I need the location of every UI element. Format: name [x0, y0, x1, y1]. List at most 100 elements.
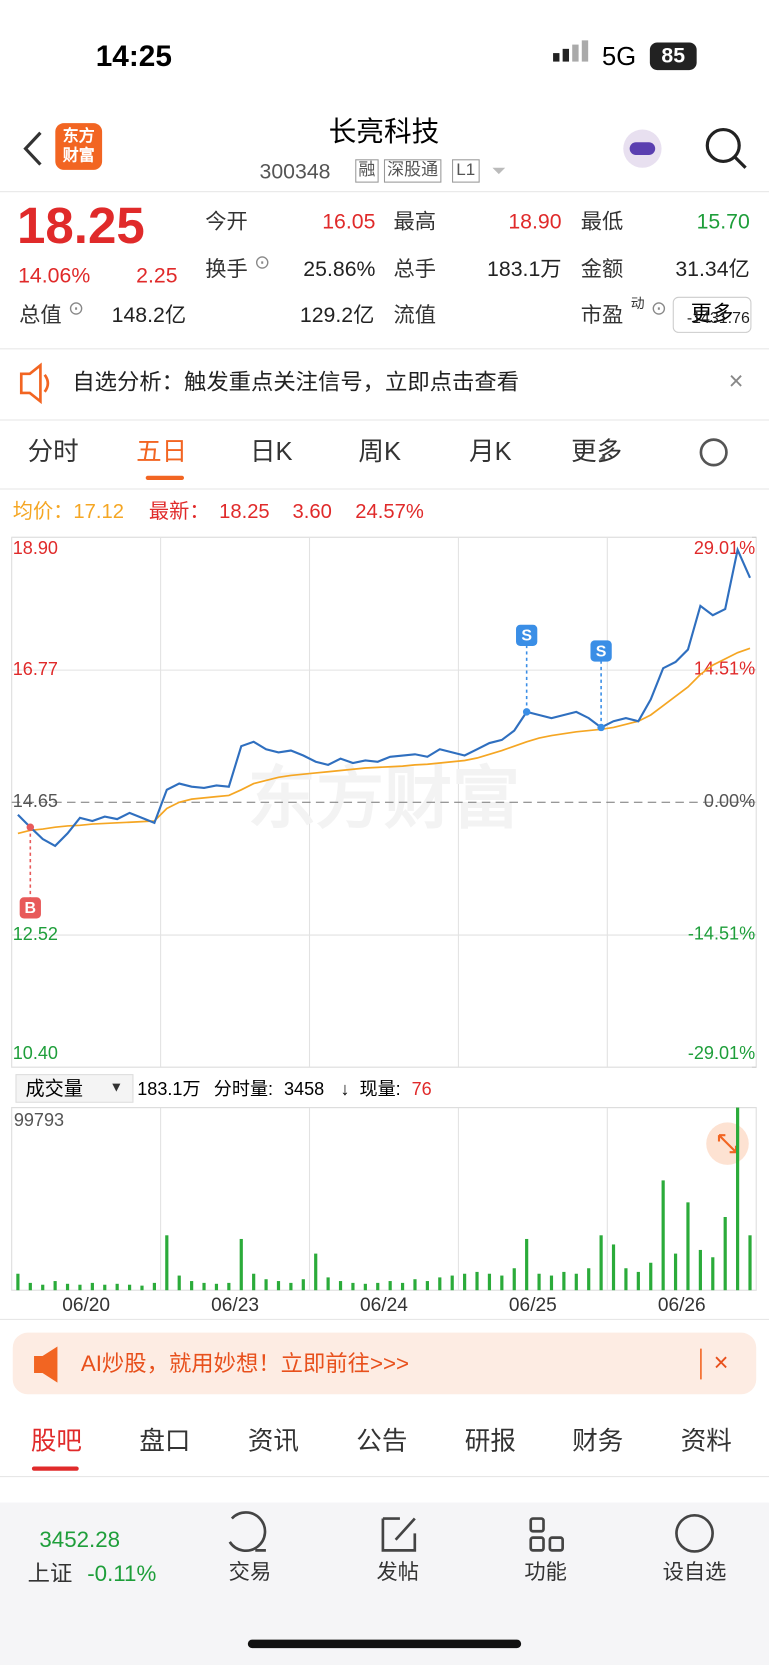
volume-bar: [376, 1282, 380, 1291]
expand-icon: [717, 1134, 738, 1154]
info-icon: ⊙: [254, 251, 271, 273]
volume-bar: [214, 1283, 219, 1291]
volume-bar: [636, 1271, 640, 1291]
field-label: 总手: [393, 258, 437, 282]
time: 14:25: [95, 39, 172, 73]
volume-bar: [512, 1268, 516, 1291]
section-tab[interactable]: 盘口: [139, 1427, 191, 1456]
search-icon: [733, 156, 747, 169]
badge: 深股通: [383, 159, 442, 183]
volume-bar: [686, 1202, 690, 1291]
tab[interactable]: 日K: [249, 437, 293, 467]
field-value: 31.34亿: [675, 258, 750, 282]
dropdown-icon: ▼: [109, 1078, 124, 1095]
section-tab[interactable]: 资讯: [247, 1427, 299, 1456]
notice[interactable]: 自选分析：触发重点关注信号，立即点击查看: [72, 370, 520, 396]
y2-tick-label: 29.01%: [694, 538, 755, 558]
tab[interactable]: 月K: [469, 437, 512, 467]
volume-bar: [698, 1249, 702, 1291]
trade-icon: [228, 1511, 267, 1552]
close-icon[interactable]: ×: [728, 367, 744, 397]
volume-bar: [500, 1275, 504, 1291]
change-pct: 14.06%: [18, 264, 91, 288]
volume-bar: [53, 1281, 57, 1291]
battery-icon: [649, 42, 697, 71]
signal-icon: [581, 40, 589, 62]
bar-volume-label: 分时量:: [213, 1078, 274, 1100]
change: 2.25: [136, 264, 178, 288]
volume-bar: [41, 1284, 45, 1291]
avg-label: 均价：: [12, 501, 74, 524]
watermark: 东方财富: [248, 761, 520, 837]
function-icon: [529, 1517, 545, 1533]
section-tab[interactable]: 股吧: [30, 1427, 82, 1456]
tab[interactable]: 周K: [358, 437, 401, 467]
y2-tick-label: -29.01%: [688, 1043, 755, 1063]
nav-item[interactable]: 交易: [228, 1560, 272, 1585]
divider: [0, 191, 769, 193]
close-icon[interactable]: ×: [713, 1348, 729, 1378]
volume-bar: [611, 1244, 616, 1291]
field-value: 16.05: [322, 210, 376, 234]
volume-bar: [736, 1107, 740, 1291]
watchlist-icon: [675, 1514, 714, 1553]
field-label: 最高: [393, 210, 437, 234]
divider: [0, 348, 769, 350]
more-button[interactable]: 更多: [690, 302, 734, 327]
tab[interactable]: 五日: [136, 437, 188, 467]
field-label: 总值: [19, 303, 62, 328]
volume-bar: [289, 1282, 293, 1291]
annotation-label: B: [25, 900, 37, 917]
field-label: 流值: [393, 303, 437, 328]
ad-text[interactable]: AI炒股，就用妙想！立即前往>>>: [80, 1351, 410, 1377]
section-tab[interactable]: 公告: [356, 1427, 408, 1456]
volume-bar: [463, 1273, 467, 1291]
field-label: 金额: [580, 258, 624, 282]
volume-bar: [65, 1283, 70, 1291]
x-tick-label: 06/20: [62, 1295, 110, 1316]
volume-bar: [90, 1282, 94, 1291]
section-tab[interactable]: 资料: [680, 1427, 732, 1456]
megaphone-icon: [34, 1346, 58, 1383]
section-tab[interactable]: 研报: [464, 1427, 516, 1456]
nav-item[interactable]: 发帖: [376, 1560, 420, 1585]
volume-bar: [115, 1283, 119, 1291]
info-icon: ⊙: [650, 297, 667, 319]
annotation-label: S: [596, 643, 607, 660]
x-tick-label: 06/23: [211, 1295, 259, 1316]
section-tab[interactable]: 财务: [572, 1427, 624, 1456]
annotation-badge: [590, 640, 612, 662]
latest-value: 18.25: [219, 501, 270, 524]
y-tick-label: 12.52: [13, 924, 58, 944]
nav-item[interactable]: 设自选: [662, 1560, 727, 1585]
volume-bar: [252, 1273, 256, 1291]
divider: [0, 1476, 769, 1478]
field-label: 市盈: [580, 303, 624, 328]
avg-value: 17.12: [73, 501, 124, 524]
y-tick-label: 14.65: [13, 791, 58, 811]
signal-icon: [572, 44, 579, 62]
robot-icon: [629, 142, 656, 156]
volume-bar: [177, 1275, 181, 1291]
volume-bar: [127, 1284, 132, 1291]
tab[interactable]: 更多: [571, 437, 623, 467]
tab[interactable]: 分时: [27, 437, 79, 467]
volume-bar: [537, 1273, 541, 1291]
bar-volume: 3458: [283, 1078, 325, 1100]
volume-select[interactable]: 成交量: [25, 1077, 83, 1100]
price: 18.25: [17, 198, 145, 255]
divider: [0, 419, 769, 421]
volume-bar: [28, 1282, 32, 1291]
x-tick-label: 06/26: [658, 1295, 706, 1316]
function-icon: [548, 1536, 564, 1552]
y-tick-label: 18.90: [13, 538, 58, 558]
annotation-point: [522, 708, 531, 716]
nav-item[interactable]: 功能: [524, 1560, 567, 1585]
latest-label: 最新：: [148, 501, 210, 524]
volume-bar: [487, 1273, 492, 1291]
volume-bar: [190, 1281, 194, 1291]
annotation-badge: [19, 897, 41, 919]
field-value: 129.2亿: [299, 303, 375, 328]
badge: L1: [452, 159, 480, 183]
